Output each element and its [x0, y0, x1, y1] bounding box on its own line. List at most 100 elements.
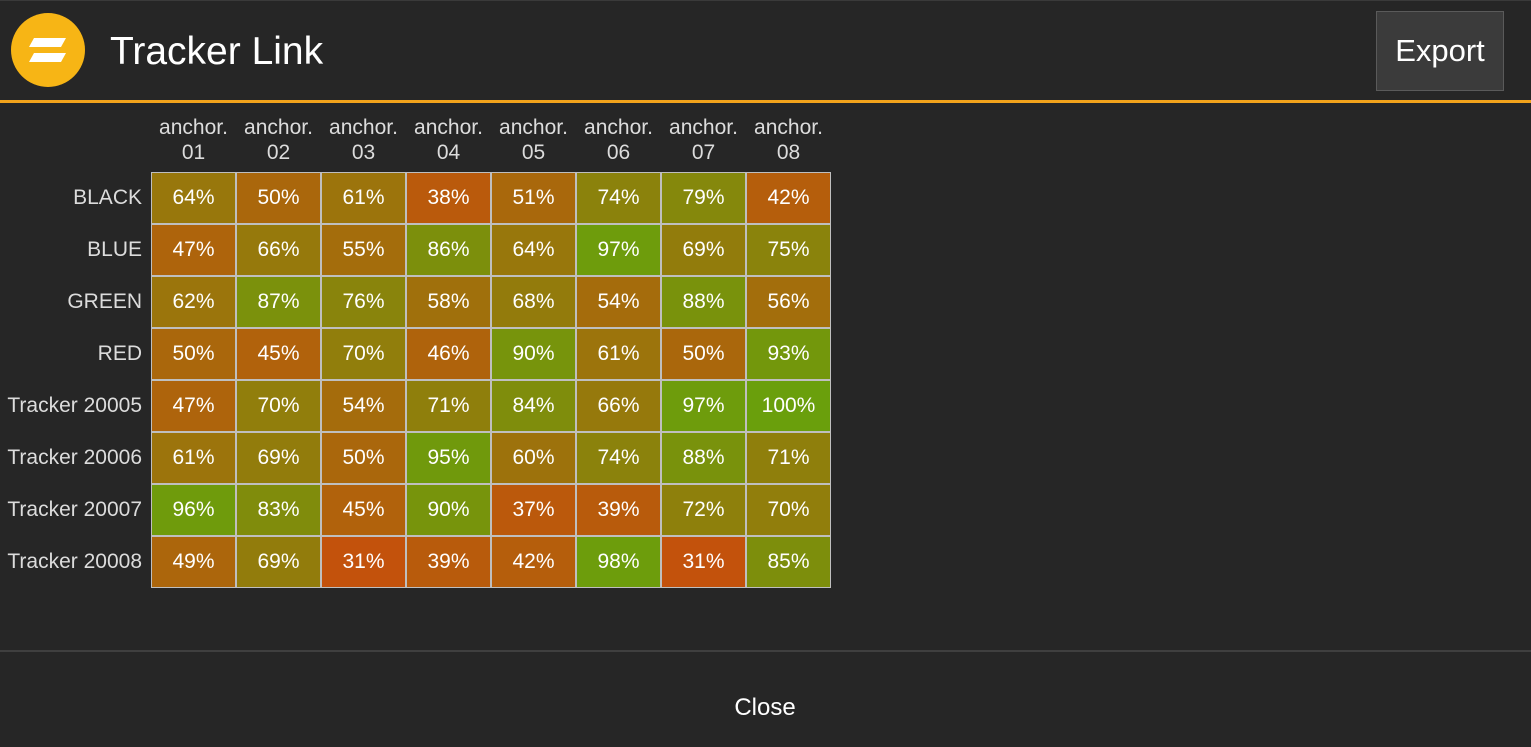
- table-cell: 88%: [662, 277, 745, 327]
- table-cell: 100%: [747, 381, 830, 431]
- footer-divider: [0, 650, 1531, 652]
- row-header: RED: [97, 342, 142, 365]
- column-header-number: 05: [521, 141, 546, 164]
- link-quality-grid: 64% 50% 61% 38% 51% 74% 79% 42% 47% 66% 55% 86% 64% 9…: [151, 172, 831, 588]
- table-cell: 93%: [747, 329, 830, 379]
- table-cell: 61%: [322, 173, 405, 223]
- table-cell: 50%: [322, 433, 405, 483]
- table-cell: 38%: [407, 173, 490, 223]
- column-header-prefix: anchor.: [584, 116, 653, 139]
- table-cell: 69%: [237, 433, 320, 483]
- column-header: anchor. 01: [151, 115, 236, 165]
- table-cell: 87%: [237, 277, 320, 327]
- table-cell: 85%: [747, 537, 830, 587]
- table-cell: 49%: [152, 537, 235, 587]
- column-header-number: 04: [436, 141, 461, 164]
- table-cell: 70%: [237, 381, 320, 431]
- column-header: anchor. 02: [236, 115, 321, 165]
- column-header-number: 03: [351, 141, 376, 164]
- row-header: BLACK: [73, 186, 142, 209]
- table-cell: 51%: [492, 173, 575, 223]
- table-cell: 86%: [407, 225, 490, 275]
- table-cell: 95%: [407, 433, 490, 483]
- table-cell: 69%: [662, 225, 745, 275]
- table-cell: 79%: [662, 173, 745, 223]
- table-cell: 71%: [407, 381, 490, 431]
- column-header-number: 01: [181, 141, 206, 164]
- column-header-prefix: anchor.: [414, 116, 483, 139]
- table-cell: 88%: [662, 433, 745, 483]
- table-cell: 50%: [152, 329, 235, 379]
- dialog-title: Tracker Link: [110, 30, 324, 73]
- table-cell: 66%: [577, 381, 660, 431]
- row-header: Tracker 20005: [7, 394, 142, 417]
- table-cell: 56%: [747, 277, 830, 327]
- table-cell: 64%: [492, 225, 575, 275]
- table-cell: 90%: [492, 329, 575, 379]
- row-header: Tracker 20008: [7, 550, 142, 573]
- row-header: Tracker 20007: [7, 498, 142, 521]
- table-cell: 45%: [322, 485, 405, 535]
- app-logo-icon: [11, 13, 85, 87]
- table-cell: 84%: [492, 381, 575, 431]
- table-cell: 64%: [152, 173, 235, 223]
- table-cell: 71%: [747, 433, 830, 483]
- header-accent-divider: [0, 100, 1531, 103]
- table-cell: 70%: [322, 329, 405, 379]
- column-header-number: 07: [691, 141, 716, 164]
- row-header: GREEN: [67, 290, 142, 313]
- column-header-prefix: anchor.: [329, 116, 398, 139]
- table-cell: 42%: [492, 537, 575, 587]
- table-cell: 61%: [152, 433, 235, 483]
- table-cell: 47%: [152, 225, 235, 275]
- column-header: anchor. 05: [491, 115, 576, 165]
- column-header: anchor. 08: [746, 115, 831, 165]
- column-header: anchor. 06: [576, 115, 661, 165]
- table-cell: 50%: [662, 329, 745, 379]
- table-cell: 37%: [492, 485, 575, 535]
- table-cell: 83%: [237, 485, 320, 535]
- table-cell: 58%: [407, 277, 490, 327]
- row-header: Tracker 20006: [7, 446, 142, 469]
- table-cell: 97%: [662, 381, 745, 431]
- column-header: anchor. 07: [661, 115, 746, 165]
- row-header: BLUE: [87, 238, 142, 261]
- table-cell: 47%: [152, 381, 235, 431]
- table-cell: 97%: [577, 225, 660, 275]
- table-cell: 45%: [237, 329, 320, 379]
- table-cell: 54%: [577, 277, 660, 327]
- table-cell: 62%: [152, 277, 235, 327]
- table-cell: 70%: [747, 485, 830, 535]
- column-header-prefix: anchor.: [244, 116, 313, 139]
- table-cell: 75%: [747, 225, 830, 275]
- table-cell: 74%: [577, 173, 660, 223]
- column-header-prefix: anchor.: [159, 116, 228, 139]
- table-cell: 96%: [152, 485, 235, 535]
- column-header-number: 02: [266, 141, 291, 164]
- table-cell: 46%: [407, 329, 490, 379]
- table-cell: 76%: [322, 277, 405, 327]
- column-header-number: 06: [606, 141, 631, 164]
- dialog-header: Tracker Link Export: [0, 0, 1531, 100]
- table-cell: 66%: [237, 225, 320, 275]
- column-header: anchor. 04: [406, 115, 491, 165]
- table-cell: 90%: [407, 485, 490, 535]
- column-header-prefix: anchor.: [754, 116, 823, 139]
- close-button[interactable]: Close: [665, 680, 865, 736]
- table-cell: 39%: [407, 537, 490, 587]
- column-header-prefix: anchor.: [499, 116, 568, 139]
- column-header: anchor. 03: [321, 115, 406, 165]
- column-header-number: 08: [776, 141, 801, 164]
- table-cell: 74%: [577, 433, 660, 483]
- table-cell: 55%: [322, 225, 405, 275]
- table-cell: 39%: [577, 485, 660, 535]
- table-cell: 68%: [492, 277, 575, 327]
- table-cell: 61%: [577, 329, 660, 379]
- table-cell: 31%: [662, 537, 745, 587]
- column-header-prefix: anchor.: [669, 116, 738, 139]
- table-cell: 60%: [492, 433, 575, 483]
- export-button[interactable]: Export: [1376, 11, 1504, 91]
- table-cell: 31%: [322, 537, 405, 587]
- table-cell: 72%: [662, 485, 745, 535]
- table-cell: 42%: [747, 173, 830, 223]
